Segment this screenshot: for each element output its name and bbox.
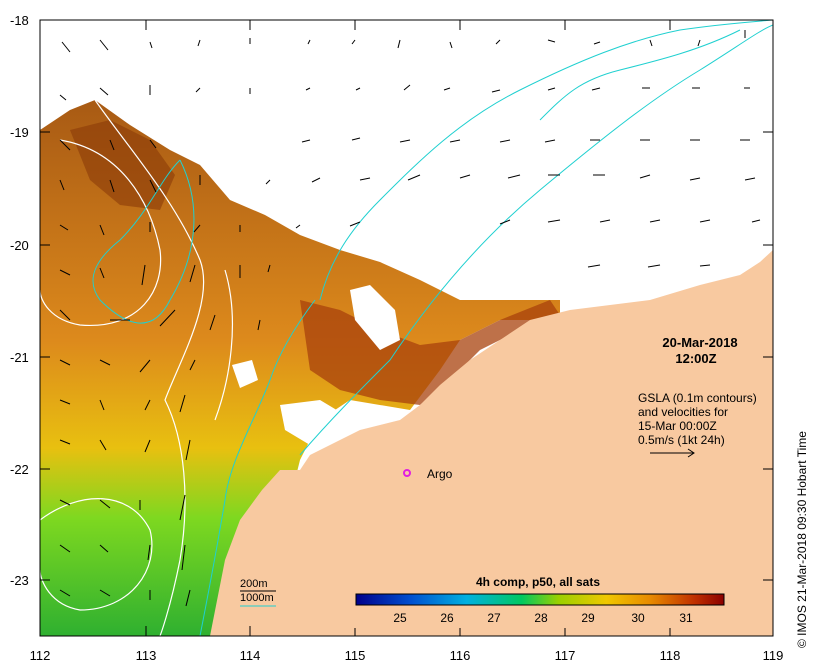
gsla-note-line2: and velocities for [638,405,728,419]
colorbar: 4h comp, p50, all sats 25 26 27 28 29 30… [350,570,730,628]
land [210,250,773,636]
lon-label-115: 115 [345,648,366,663]
legend-200m-label: 200m [240,578,268,590]
colorbar-tick-30: 30 [631,611,645,625]
scale-arrow [650,448,695,458]
map-date: 20-Mar-2018 [662,335,737,350]
lat-label-21: -21 [10,350,29,365]
sst-field [40,100,560,636]
lon-label-119: 119 [763,648,784,663]
colorbar-tick-31: 31 [679,611,693,625]
lat-label-22: -22 [10,462,29,477]
argo-marker [403,469,411,477]
lat-label-19: -19 [10,125,29,140]
lon-label-112: 112 [30,648,51,663]
colorbar-tick-29: 29 [581,611,595,625]
gsla-note-line4: 0.5m/s (1kt 24h) [638,433,725,447]
legend-1000m-label: 1000m [240,592,274,604]
map-plot-area [40,20,773,636]
plot-frame [39,19,774,637]
gsla-note-line3: 15-Mar 00:00Z [638,419,717,433]
lat-label-23: -23 [10,573,29,588]
lon-label-113: 113 [136,648,157,663]
isobaths [92,20,773,636]
velocity-arrows [59,30,761,607]
gsla-note-line1: GSLA (0.1m contours) [638,391,757,405]
cloud-gap [280,400,345,445]
lat-label-18: -18 [10,13,29,28]
imos-credit: © IMOS 21-Mar-2018 09:30 Hobart Time [795,431,809,648]
gsla-contours [40,99,233,636]
argo-label: Argo [427,467,453,481]
colorbar-tick-27: 27 [487,611,501,625]
lon-label-117: 117 [555,648,576,663]
lon-label-118: 118 [660,648,681,663]
colorbar-title: 4h comp, p50, all sats [476,575,600,589]
colorbar-gradient [355,593,725,606]
lon-label-114: 114 [240,648,261,663]
tick-marks [39,19,774,636]
colorbar-tick-26: 26 [440,611,454,625]
cloud-gap [350,285,400,350]
map-time: 12:00Z [675,351,716,366]
lon-label-116: 116 [450,648,471,663]
cloud-gap [232,360,258,388]
sst-dark-patch [70,120,175,210]
colorbar-tick-25: 25 [393,611,407,625]
colorbar-tick-28: 28 [534,611,548,625]
lat-label-20: -20 [10,238,29,253]
